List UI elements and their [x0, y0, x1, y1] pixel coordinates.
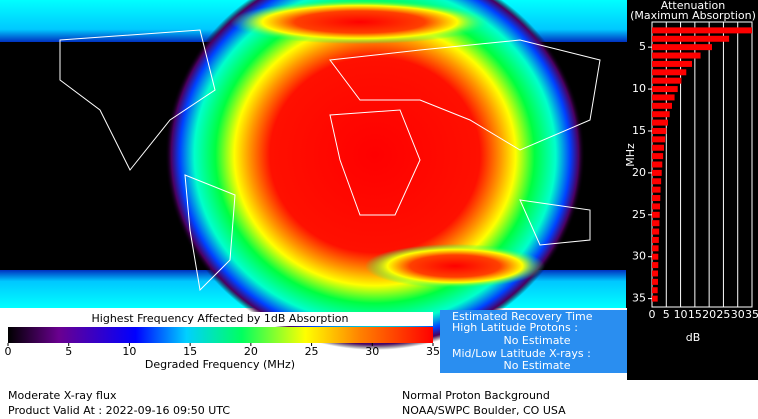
colorbar-title-box — [8, 312, 433, 326]
recovery-value: No Estimate — [503, 359, 570, 372]
bar — [652, 220, 660, 227]
x-tick-label: 25 — [716, 308, 730, 321]
bar — [652, 178, 662, 185]
footer-text: Moderate X-ray flux — [8, 389, 117, 402]
bar — [652, 211, 660, 218]
bar — [652, 111, 670, 118]
colorbar — [8, 327, 433, 343]
bar — [652, 228, 660, 235]
chart-panel — [627, 310, 758, 380]
footer-text: NOAA/SWPC Boulder, CO USA — [402, 404, 566, 417]
colorbar-tick-label: 30 — [365, 345, 379, 358]
y-tick-label: 10 — [632, 82, 646, 95]
recovery-value: No Estimate — [503, 334, 570, 347]
colorbar-tick-label: 20 — [244, 345, 258, 358]
bar — [652, 94, 675, 101]
x-axis-label: dB — [686, 331, 701, 344]
y-tick-label: 35 — [632, 292, 646, 305]
colorbar-tick-label: 10 — [122, 345, 136, 358]
colorbar-title: Highest Frequency Affected by 1dB Absorp… — [92, 312, 349, 325]
map — [0, 0, 627, 350]
bar — [652, 295, 658, 302]
y-tick-label: 30 — [632, 250, 646, 263]
colorbar-tick-label: 35 — [426, 345, 440, 358]
bar — [652, 86, 678, 93]
x-tick-label: 30 — [731, 308, 745, 321]
bar — [652, 203, 660, 210]
chart-title: Attenuation — [661, 0, 726, 12]
bar — [652, 287, 658, 294]
y-tick-label: 15 — [632, 124, 646, 137]
x-tick-label: 0 — [649, 308, 656, 321]
colorbar-tick-label: 25 — [305, 345, 319, 358]
x-tick-label: 15 — [688, 308, 702, 321]
bar — [652, 161, 663, 168]
bar — [652, 169, 662, 176]
bar — [652, 144, 664, 151]
bar — [652, 195, 661, 202]
bar — [652, 102, 672, 109]
recovery-box — [440, 310, 627, 373]
bar — [652, 253, 659, 260]
x-tick-label: 5 — [663, 308, 670, 321]
y-axis-label: MHz — [624, 143, 637, 167]
bar — [652, 186, 661, 193]
recovery-label: Mid/Low Latitude X-rays : — [452, 347, 591, 360]
bar — [652, 270, 658, 277]
bar — [652, 52, 701, 59]
bar — [652, 245, 659, 252]
bar — [652, 44, 712, 51]
bar — [652, 127, 667, 134]
footer-text: Normal Proton Background — [402, 389, 550, 402]
x-tick-label: 20 — [702, 308, 716, 321]
bar — [652, 278, 658, 285]
bar — [652, 77, 682, 84]
footer-text: Product Valid At : 2022-09-16 09:50 UTC — [8, 404, 230, 417]
bar — [652, 262, 659, 269]
colorbar-tick-label: 15 — [183, 345, 197, 358]
chart-subtitle: (Maximum Absorption) — [630, 9, 756, 22]
bar — [652, 136, 666, 143]
bar — [652, 35, 730, 42]
y-tick-label: 25 — [632, 208, 646, 221]
bar — [652, 69, 687, 76]
bar — [652, 119, 668, 126]
x-tick-label: 10 — [674, 308, 688, 321]
recovery-title: Estimated Recovery Time — [452, 310, 593, 323]
y-tick-label: 20 — [632, 166, 646, 179]
recovery-label: High Latitude Protons : — [452, 321, 578, 334]
colorbar-tick-label: 5 — [65, 345, 72, 358]
bar — [652, 60, 692, 67]
y-tick-label: 5 — [639, 40, 646, 53]
colorbar-tick-label: 0 — [5, 345, 12, 358]
bar — [652, 27, 752, 34]
chart-panel — [627, 0, 758, 310]
colorbar-label: Degraded Frequency (MHz) — [145, 358, 295, 371]
bar — [652, 153, 664, 160]
bar — [652, 236, 659, 243]
x-tick-label: 35 — [745, 308, 758, 321]
